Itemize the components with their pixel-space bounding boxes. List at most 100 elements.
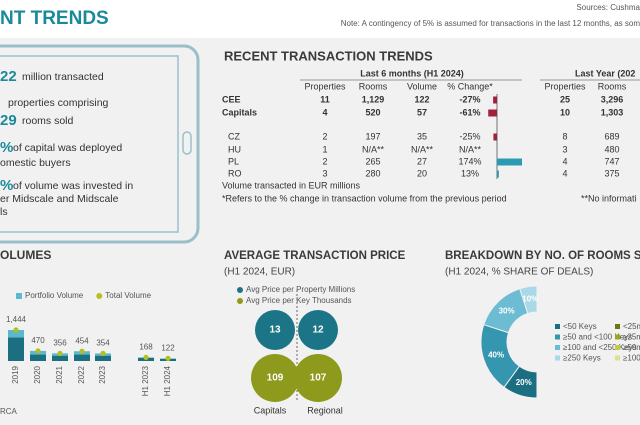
highlight-text: million transacted <box>22 71 104 83</box>
table-cell: 27 <box>417 156 427 166</box>
legend-marker <box>555 334 560 340</box>
table-cell: 4 <box>562 156 567 166</box>
legend-marker <box>237 287 243 293</box>
legend-marker <box>615 355 620 361</box>
x-tick-label: 2021 <box>55 365 64 383</box>
row-label: CZ <box>228 131 240 141</box>
table-cell: 35 <box>417 131 427 141</box>
table-cell: 197 <box>365 131 380 141</box>
x-tick-label: 2023 <box>98 365 107 383</box>
slice-label: 40% <box>488 350 504 359</box>
chart-subtitle: (H1 2024, % SHARE OF DEALS) <box>445 267 593 278</box>
period-header: Last 6 months (H1 2024) <box>360 68 464 78</box>
total-dot <box>79 348 85 354</box>
table-cell: 3,296 <box>601 94 624 104</box>
tablet-button <box>182 131 192 155</box>
total-label: 354 <box>96 339 110 348</box>
total-dot <box>35 348 41 354</box>
price-bubble <box>294 354 342 402</box>
legend-label: ≥100 <box>623 354 640 363</box>
volume-bar <box>52 355 68 361</box>
change-label: 13% <box>461 168 479 178</box>
tablet-screen <box>0 55 179 233</box>
total-dot <box>100 350 106 357</box>
bubble-label: 107 <box>310 373 327 384</box>
table-cell: 689 <box>604 131 619 141</box>
change-label: 174% <box>458 156 481 166</box>
legend-marker <box>237 298 243 304</box>
change-label: -25% <box>459 131 480 141</box>
volume-bar <box>8 337 24 361</box>
legend-label: <25m <box>623 322 640 331</box>
column-header: Volume <box>407 81 437 91</box>
total-label: 122 <box>161 343 175 352</box>
legend-label: ≥50 and <100 Keys <box>563 333 632 342</box>
row-label: PL <box>228 156 239 166</box>
legend-label: Total Volume <box>105 291 151 300</box>
row-label: CEE <box>222 94 241 104</box>
donut-slice <box>503 365 538 399</box>
column-header: Properties <box>544 81 586 91</box>
x-tick-label: 2020 <box>33 365 42 383</box>
change-bar <box>497 170 499 178</box>
highlight-value: % <box>0 177 13 194</box>
table-cell: 8 <box>562 131 567 141</box>
highlight-value: 29 <box>0 112 17 129</box>
total-dot <box>13 327 19 333</box>
change-bar <box>488 109 497 117</box>
volume-bar <box>30 354 46 361</box>
row-label: RO <box>228 168 242 178</box>
legend-label: ≥100 and <250 Keys <box>563 343 637 352</box>
table-cell: 3 <box>322 168 327 178</box>
highlight-text: of capital was deployed <box>13 142 122 154</box>
x-tick-label: 2019 <box>11 365 20 383</box>
price-bubble <box>255 310 295 350</box>
highlight-text: omestic buyers <box>0 157 71 169</box>
bubble-label: 109 <box>267 373 284 384</box>
table-cell: 11 <box>320 94 330 104</box>
legend-marker <box>615 334 620 340</box>
volume-bar <box>95 355 111 361</box>
row-label: HU <box>228 144 241 154</box>
table-title: RECENT TRANSACTION TRENDS <box>224 48 433 63</box>
table-cell: 280 <box>365 168 380 178</box>
price-bubble <box>298 310 338 350</box>
table-note: **No informati <box>581 193 637 203</box>
legend-label: ≥50m <box>623 343 640 352</box>
slice-label: 20% <box>516 378 532 387</box>
table-cell: 480 <box>604 144 619 154</box>
price-bubble <box>251 354 299 402</box>
table-cell: 1,303 <box>601 107 624 117</box>
table-cell: 4 <box>322 107 327 117</box>
table-cell: 122 <box>414 94 429 104</box>
highlight-text: of volume was invested in <box>13 180 133 192</box>
legend-marker <box>555 355 560 361</box>
header-band <box>0 0 640 38</box>
change-label: N/A** <box>459 144 482 154</box>
legend-label: ≥250 Keys <box>563 354 601 363</box>
sources: Sources: Cushma <box>576 3 640 12</box>
tablet-frame <box>0 44 200 244</box>
legend-label: ≥25m <box>623 333 640 342</box>
slice-label: 30% <box>499 307 515 316</box>
volume-bar <box>74 354 90 361</box>
table-cell: 2 <box>322 156 327 166</box>
bubble-label: 12 <box>312 325 324 336</box>
total-label: 168 <box>139 343 153 352</box>
page-title: NT TRENDS <box>0 8 109 29</box>
change-label: -27% <box>459 94 480 104</box>
legend-marker <box>96 293 103 299</box>
chart-subtitle: (H1 2024, EUR) <box>224 267 295 278</box>
legend-marker <box>615 345 620 350</box>
highlight-value: 22 <box>0 68 17 85</box>
legend-marker <box>615 324 620 329</box>
legend-marker <box>16 293 22 299</box>
table-note: Volume transacted in EUR millions <box>222 180 361 190</box>
total-label: 470 <box>31 336 45 345</box>
period-header: Last Year (202 <box>575 68 635 78</box>
highlight-value: % <box>0 139 13 156</box>
legend-marker <box>555 345 560 350</box>
change-bar <box>493 133 497 141</box>
